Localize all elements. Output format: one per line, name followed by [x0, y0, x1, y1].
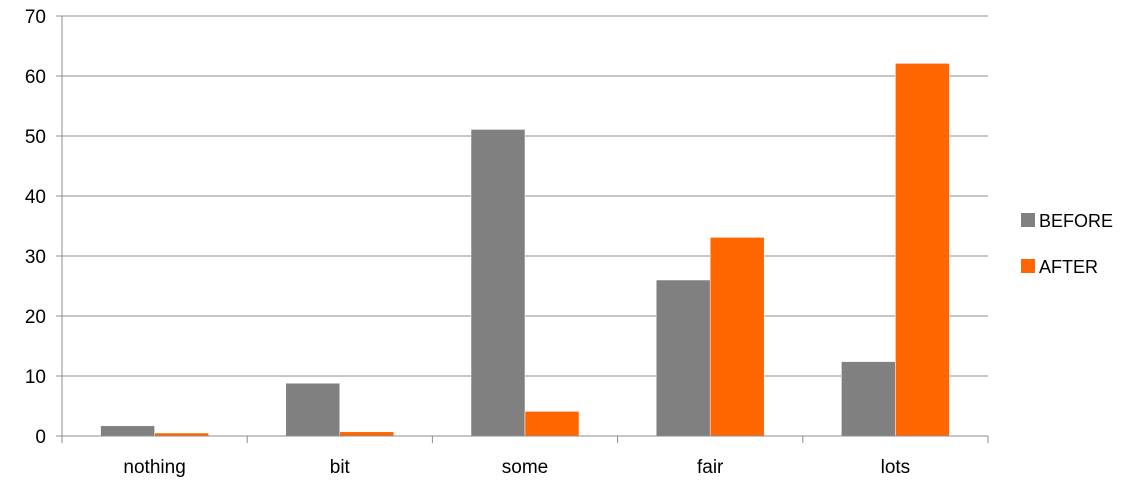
- legend-swatch-after: [1021, 259, 1035, 273]
- bar-after-some: [524, 411, 580, 437]
- y-tick-label: 10: [25, 367, 46, 388]
- x-category-label: nothing: [123, 457, 185, 478]
- y-tick-label: 50: [25, 127, 46, 148]
- bar-after-fair: [709, 237, 765, 437]
- y-axis-tick-labels: 0 10 20 30 40 50 60 70: [25, 7, 46, 448]
- x-category-label: bit: [330, 457, 351, 478]
- axes: [56, 15, 989, 443]
- x-category-label: some: [502, 457, 548, 478]
- x-category-label: lots: [881, 457, 911, 478]
- bar-after-lots: [895, 63, 950, 437]
- bar-after-bit: [339, 431, 395, 437]
- y-tick-label: 60: [25, 67, 46, 88]
- legend-label-before: BEFORE: [1039, 211, 1113, 231]
- legend: BEFORE AFTER: [1021, 211, 1113, 277]
- x-axis-category-labels: nothing bit some fair lots: [123, 457, 910, 478]
- y-tick-label: 40: [25, 187, 46, 208]
- y-tick-label: 20: [25, 307, 46, 328]
- legend-swatch-before: [1021, 213, 1035, 227]
- legend-label-after: AFTER: [1039, 257, 1098, 277]
- y-tick-label: 0: [35, 427, 46, 448]
- bar-before-fair: [655, 279, 711, 437]
- bar-before-lots: [841, 361, 896, 437]
- bar-before-some: [470, 129, 526, 437]
- y-tick-label: 30: [25, 247, 46, 268]
- bar-before-bit: [285, 382, 341, 437]
- bar-before-nothing: [100, 425, 155, 437]
- y-tick-label: 70: [25, 7, 46, 28]
- bars: [100, 63, 950, 437]
- x-category-label: fair: [697, 457, 724, 478]
